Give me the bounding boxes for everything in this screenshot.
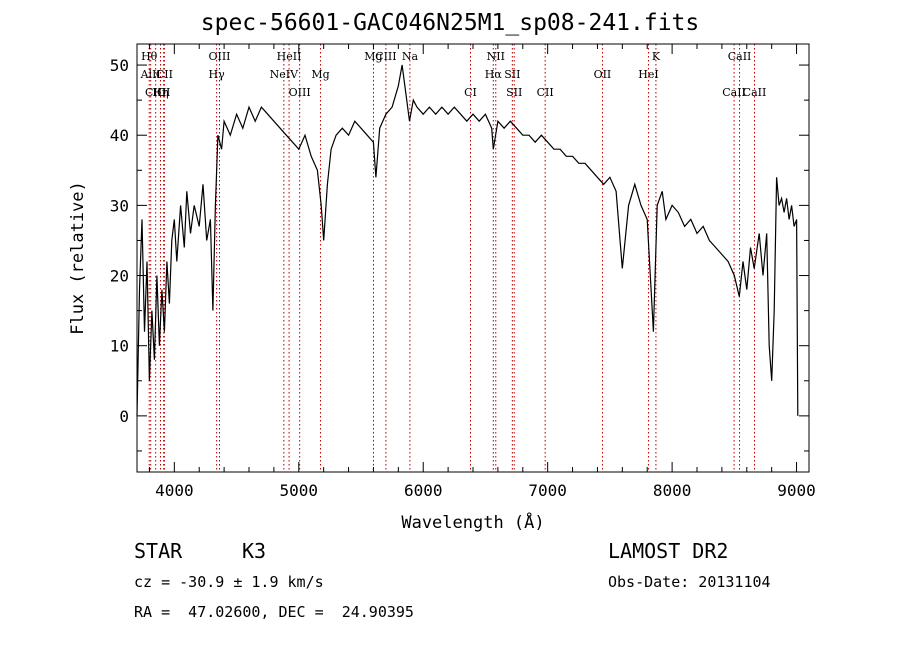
y-tick-label: 20 <box>110 267 129 286</box>
line-label: CIII <box>145 86 166 99</box>
plot-frame <box>136 43 810 473</box>
line-label: Hα <box>485 68 503 81</box>
y-tick-label: 40 <box>110 126 129 145</box>
line-label: Na <box>402 50 419 63</box>
line-label: K <box>652 50 661 63</box>
obs-date: Obs-Date: 20131104 <box>608 573 771 591</box>
line-label: OIII <box>208 50 230 63</box>
line-label: AlII <box>140 68 161 81</box>
line-label: SII <box>504 68 520 81</box>
x-tick-label: 5000 <box>280 481 319 500</box>
line-label: Mg <box>364 50 382 63</box>
chart-title: spec-56601-GAC046N25M1_sp08-241.fits <box>200 10 700 36</box>
line-label: CaII <box>743 86 767 99</box>
line-label: OIII <box>289 86 311 99</box>
x-tick-label: 9000 <box>777 481 816 500</box>
line-label: NII <box>487 50 505 63</box>
object-class: STAR <box>134 539 183 563</box>
line-label: NeIV <box>270 68 299 81</box>
line-label: Hθ <box>141 50 158 63</box>
coordinates: RA = 47.02600, DEC = 24.90395 <box>134 603 414 621</box>
x-tick-label: 7000 <box>528 481 567 500</box>
line-label: HeI <box>638 68 658 81</box>
line-label: SII <box>506 86 522 99</box>
line-label: CaII <box>728 50 752 63</box>
object-subclass: K3 <box>242 539 267 563</box>
line-label: OII <box>594 68 612 81</box>
line-label: Hγ <box>209 68 226 81</box>
line-label: OI <box>157 86 170 99</box>
y-tick-label: 50 <box>110 56 129 75</box>
line-label: CI <box>464 86 477 99</box>
x-axis-label: Wavelength (Å) <box>401 511 544 533</box>
line-label: CIII <box>375 50 396 63</box>
x-tick-label: 6000 <box>404 481 443 500</box>
line-label: CII <box>156 68 173 81</box>
y-tick-label: 30 <box>110 196 129 215</box>
x-tick-label: 8000 <box>653 481 692 500</box>
line-label: CaII <box>722 86 746 99</box>
x-tick-label: 4000 <box>155 481 194 500</box>
survey-label: LAMOST DR2 <box>608 539 729 563</box>
line-label: Hη <box>152 86 168 99</box>
line-label: HeII <box>277 50 302 63</box>
redshift-text: cz = -30.9 ± 1.9 km/s <box>134 573 324 591</box>
y-tick-label: 10 <box>110 337 129 356</box>
y-tick-label: 0 <box>119 407 129 426</box>
line-label: Mg <box>311 68 329 81</box>
y-axis-label: Flux (relative) <box>68 181 88 335</box>
spectrum-line <box>136 64 799 416</box>
line-label: CII <box>537 86 554 99</box>
